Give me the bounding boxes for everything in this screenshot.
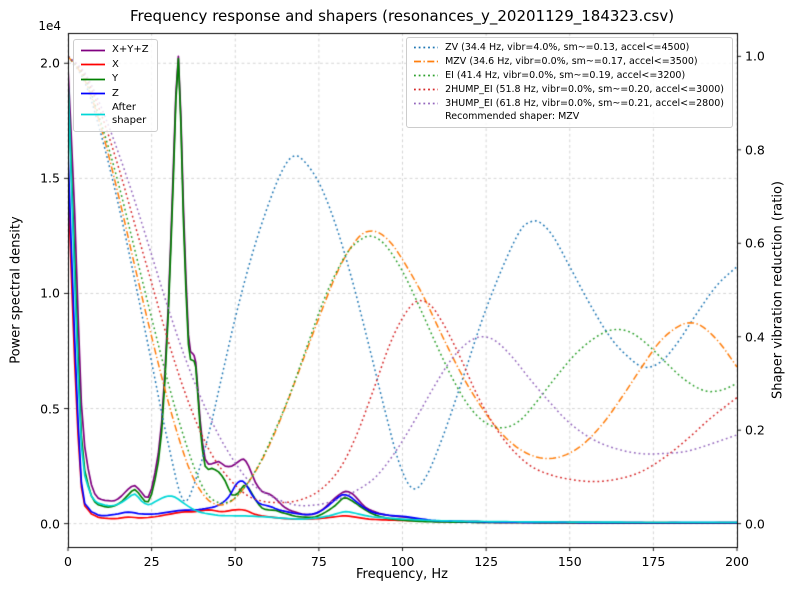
y-right-axis-label: Shaper vibration reduction (ratio) [770, 181, 786, 399]
y-right-tick-label: 1.0 [745, 48, 765, 64]
legend-line-sample [414, 74, 439, 77]
x-tick-label: 25 [143, 554, 160, 569]
legend-line-sample [414, 60, 439, 63]
x-tick-label: 175 [641, 554, 666, 569]
legend-psd-item-label: Z [112, 87, 119, 99]
chart-title: Frequency response and shapers (resonanc… [129, 7, 675, 25]
legend-shapers: ZV (34.4 Hz, vibr=4.0%, sm~=0.13, accel<… [406, 37, 733, 129]
y-left-tick-label: 0.0 [40, 516, 60, 532]
x-tick-label: 150 [557, 554, 582, 569]
legend-shaper-item: EI (41.4 Hz, vibr=0.0%, sm~=0.19, accel<… [413, 70, 724, 82]
legend-note: Recommended shaper: MZV [413, 111, 724, 123]
legend-line-sample [81, 78, 105, 81]
legend-shaper-item: 2HUMP_EI (51.8 Hz, vibr=0.0%, sm~=0.20, … [413, 84, 724, 96]
legend-psd-item-label: After shaper [112, 102, 147, 126]
legend-shaper-item-label: EI (41.4 Hz, vibr=0.0%, sm~=0.19, accel<… [445, 69, 686, 81]
legend-line-sample [81, 113, 105, 116]
legend-line-sample [414, 102, 439, 105]
legend-shaper-item: MZV (34.6 Hz, vibr=0.0%, sm~=0.17, accel… [413, 56, 724, 68]
legend-line-sample [81, 63, 105, 66]
legend-psd: X+Y+Z X Y Z After shaper [73, 39, 158, 132]
legend-shaper-item-label: 3HUMP_EI (61.8 Hz, vibr=0.0%, sm~=0.21, … [445, 97, 724, 109]
y-left-tick-label: 1.0 [40, 285, 60, 301]
legend-shaper-item-label: ZV (34.4 Hz, vibr=4.0%, sm~=0.13, accel<… [445, 42, 690, 53]
legend-shaper-item: ZV (34.4 Hz, vibr=4.0%, sm~=0.13, accel<… [413, 42, 724, 54]
legend-shaper-item-label: 2HUMP_EI (51.8 Hz, vibr=0.0%, sm~=0.20, … [445, 83, 724, 95]
legend-psd-item: X [80, 59, 149, 72]
legend-line-sample [414, 47, 439, 49]
legend-psd-item-label: X [112, 58, 119, 70]
y-right-tick-label: 0.4 [745, 329, 765, 345]
y-right-tick-label: 0.0 [745, 516, 765, 532]
x-tick-label: 0 [64, 554, 72, 569]
legend-line-sample [81, 49, 105, 52]
x-tick-label: 100 [390, 554, 415, 569]
legend-line-sample [414, 88, 439, 91]
y-left-tick-label: 0.5 [40, 401, 60, 417]
y-right-tick-label: 0.2 [745, 422, 765, 438]
legend-shaper-item: 3HUMP_EI (61.8 Hz, vibr=0.0%, sm~=0.21, … [413, 98, 724, 110]
y-axis-offset-text: 1e4 [38, 19, 61, 33]
y-left-tick-label: 2.0 [40, 55, 60, 71]
x-axis-label: Frequency, Hz [355, 567, 449, 582]
legend-psd-item-label: Y [112, 73, 119, 84]
x-tick-label: 200 [725, 554, 749, 569]
y-left-axis-label: Power spectral density [8, 216, 24, 364]
legend-psd-item-label: X+Y+Z [112, 44, 149, 55]
legend-psd-item: Y [80, 73, 149, 86]
legend-psd-item: Z [80, 88, 149, 101]
legend-psd-item: X+Y+Z [80, 44, 149, 57]
x-tick-label: 75 [310, 554, 327, 569]
legend-note-text: Recommended shaper: MZV [445, 111, 580, 123]
x-tick-label: 50 [227, 554, 244, 569]
y-left-tick-label: 1.5 [40, 170, 60, 186]
y-right-tick-label: 0.6 [745, 235, 765, 251]
legend-line-sample [81, 92, 105, 95]
y-right-tick-label: 0.8 [745, 142, 765, 158]
x-tick-label: 125 [474, 554, 499, 569]
legend-psd-item: After shaper [80, 102, 149, 127]
legend-shaper-item-label: MZV (34.6 Hz, vibr=0.0%, sm~=0.17, accel… [445, 55, 698, 67]
